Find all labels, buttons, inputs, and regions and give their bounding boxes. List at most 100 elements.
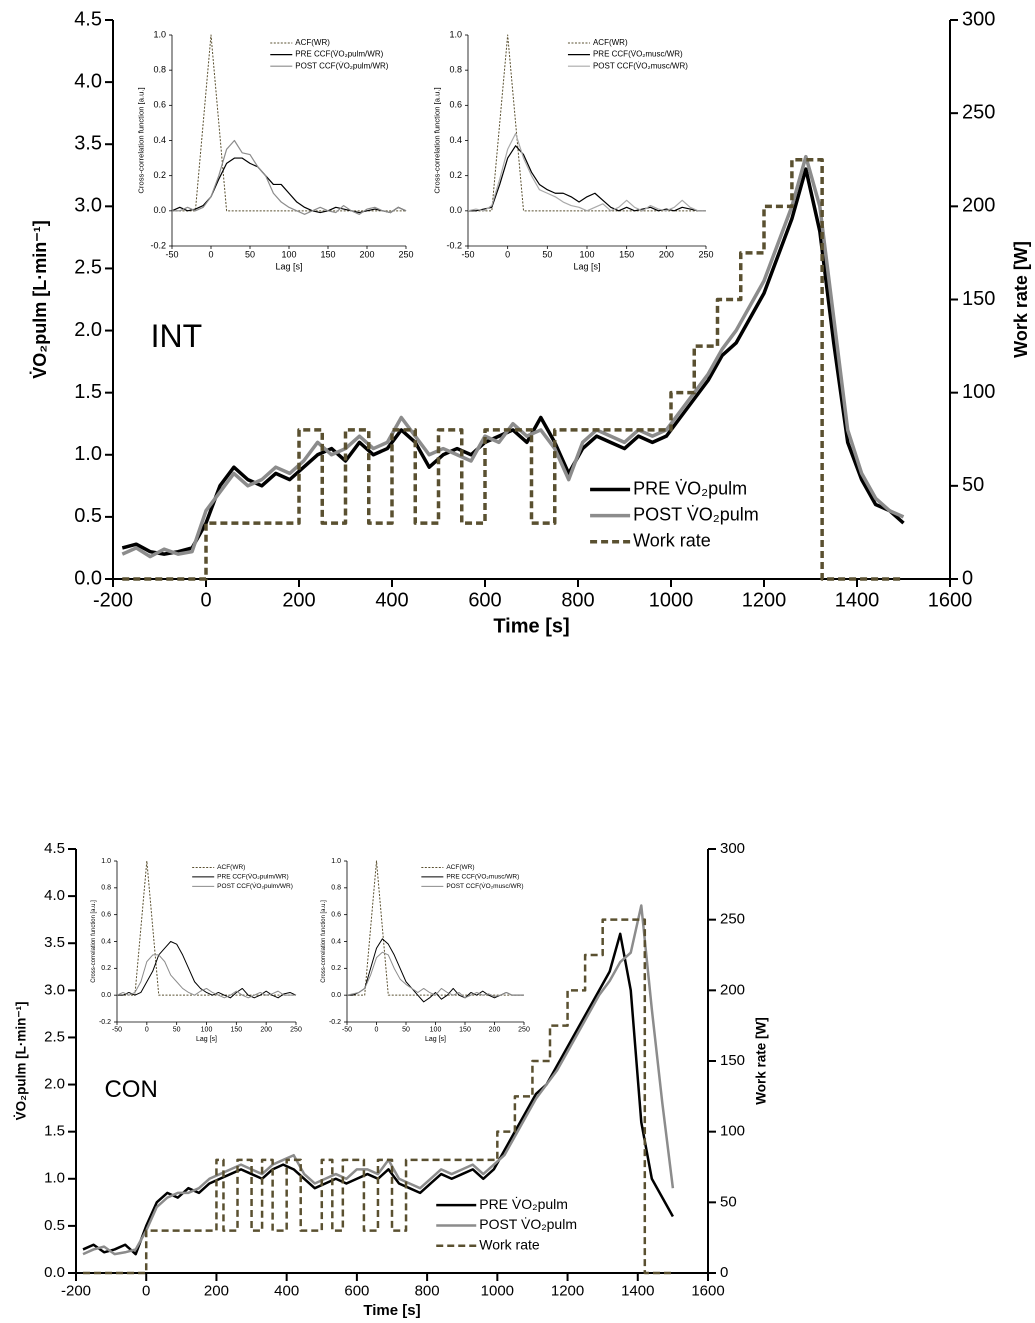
- legend-label: Work rate: [479, 1236, 540, 1252]
- x-tick-label: 1000: [649, 589, 694, 611]
- y-tick-label: 0.8: [331, 885, 341, 892]
- x-tick-label: 150: [320, 250, 335, 260]
- inset-chart: -50 0 50 100 150 200 250 -0.2 0.0 0.2 0.4 0.6 0.8 1.0…: [321, 858, 530, 1043]
- y-tick-label: 4.5: [44, 840, 65, 857]
- x-tick-label: 400: [274, 1282, 299, 1299]
- y2-tick-label: 200: [720, 981, 745, 998]
- series-line: [83, 918, 673, 1275]
- x-tick-label: -50: [342, 1027, 352, 1034]
- series-line: [117, 860, 296, 996]
- x-tick-label: -50: [112, 1027, 122, 1034]
- x-tick-label: 50: [542, 250, 552, 260]
- y2-tick-label: 50: [720, 1193, 737, 1210]
- y-tick-label: 1.5: [74, 381, 102, 403]
- y2-tick-label: 200: [962, 195, 995, 217]
- y-axis-label: V̇O₂pulm [L·min⁻¹]: [29, 220, 50, 378]
- series-line: [116, 954, 296, 999]
- x-tick-label: 1400: [621, 1282, 654, 1299]
- inset-chart: -50 0 50 100 150 200 250 -0.2 0.0 0.2 0.4 0.6 0.8 1.0…: [91, 858, 302, 1043]
- x-tick-label: 200: [359, 250, 374, 260]
- y-tick-label: 0.5: [44, 1217, 65, 1234]
- y-tick-label: 2.5: [74, 257, 102, 279]
- y-tick-label: 0.6: [331, 912, 341, 919]
- series-line: [121, 167, 905, 556]
- legend-label: ACF(WR): [217, 864, 245, 871]
- x-tick-label: 100: [201, 1027, 213, 1034]
- x-tick-label: 100: [579, 250, 594, 260]
- x-tick-label: -50: [165, 250, 178, 260]
- y-axis-label: V̇O₂pulm [L·min⁻¹]: [14, 1002, 29, 1121]
- y-tick-label: -0.2: [150, 240, 166, 250]
- x-tick-label: 200: [282, 589, 315, 611]
- x-tick-label: 200: [489, 1027, 501, 1034]
- x-tick-label: 1000: [481, 1282, 514, 1299]
- legend-label: POST V̇O₂pulm: [479, 1216, 577, 1232]
- series-line: [171, 157, 407, 214]
- y-tick-label: 0.0: [153, 205, 166, 215]
- y-tick-label: -0.2: [329, 1019, 341, 1026]
- x-tick-label: 1400: [835, 589, 880, 611]
- main-chart: -200 0 200 400 600 800 1000 1200 1400 16000.00.51…: [29, 8, 1031, 637]
- y-tick-label: 0.4: [101, 938, 111, 945]
- y-tick-label: 2.0: [74, 319, 102, 341]
- x-tick-label: 150: [230, 1027, 242, 1034]
- x-axis-label: Time [s]: [363, 1302, 420, 1319]
- series-line: [347, 860, 524, 996]
- series-line: [122, 158, 904, 581]
- y-tick-label: 2.5: [44, 1028, 65, 1045]
- y-tick-label: 0.8: [153, 65, 166, 75]
- y2-tick-label: 300: [962, 8, 995, 30]
- y2-tick-label: 50: [962, 474, 984, 496]
- series-line: [82, 904, 675, 1256]
- x-tick-label: 0: [375, 1027, 379, 1034]
- legend-label: PRE V̇O₂pulm: [479, 1196, 568, 1212]
- y-tick-label: -0.2: [99, 1019, 111, 1026]
- x-tick-label: 250: [290, 1027, 302, 1034]
- legend-label: PRE CCF(V̇O₂pulm/WR): [295, 50, 383, 59]
- y-tick-label: 0.0: [44, 1264, 65, 1281]
- y-tick-label: 4.0: [74, 70, 102, 92]
- y2-axis-label: Work rate [W]: [754, 1017, 769, 1105]
- x-tick-label: -200: [61, 1282, 91, 1299]
- y-tick-label: 4.0: [44, 887, 65, 904]
- x-tick-label: -50: [461, 250, 474, 260]
- x-tick-label: 1600: [691, 1282, 724, 1299]
- y2-axis-label: Work rate [W]: [1011, 241, 1031, 358]
- y2-tick-label: 100: [720, 1123, 745, 1140]
- legend-label: POST V̇O₂pulm: [633, 504, 759, 524]
- legend-label: PRE V̇O₂pulm: [633, 478, 747, 498]
- y2-tick-label: 250: [962, 101, 995, 123]
- x-tick-label: 150: [459, 1027, 471, 1034]
- y2-tick-label: 150: [720, 1052, 745, 1069]
- x-tick-label: 50: [245, 250, 255, 260]
- legend-label: PRE CCF(V̇O₂musc/WR): [593, 50, 683, 59]
- inset-chart: -50 0 50 100 150 200 250 -0.2 0.0 0.2 0.4 0.6 0.8 1.0…: [136, 29, 413, 271]
- x-tick-label: 50: [402, 1027, 410, 1034]
- y-tick-label: 0.6: [153, 100, 166, 110]
- y2-tick-label: 0: [720, 1264, 728, 1281]
- x-tick-label: -200: [93, 589, 133, 611]
- series-line: [467, 132, 706, 212]
- y-tick-label: 0.0: [331, 992, 341, 999]
- x-tick-label: 800: [415, 1282, 440, 1299]
- series-line: [121, 154, 905, 559]
- y-tick-label: 3.5: [74, 133, 102, 155]
- y-tick-label: 3.5: [44, 934, 65, 951]
- x-tick-label: 600: [468, 589, 501, 611]
- y-tick-label: 3.0: [44, 981, 65, 998]
- y2-tick-label: 150: [962, 288, 995, 310]
- x-tick-label: 1600: [928, 589, 973, 611]
- x-axis-label: Lag [s]: [425, 1036, 446, 1043]
- x-tick-label: 600: [344, 1282, 369, 1299]
- y-tick-label: 0.0: [101, 992, 111, 999]
- y-tick-label: 0.6: [101, 912, 111, 919]
- y-tick-label: 2.0: [44, 1076, 65, 1093]
- x-tick-label: 250: [398, 250, 413, 260]
- y2-tick-label: 100: [962, 381, 995, 403]
- legend-label: PRE CCF(V̇O₂musc/WR): [446, 873, 519, 881]
- legend-label: ACF(WR): [295, 38, 330, 47]
- y2-tick-label: 300: [720, 840, 745, 857]
- x-tick-label: 0: [208, 250, 213, 260]
- x-tick-label: 800: [561, 589, 594, 611]
